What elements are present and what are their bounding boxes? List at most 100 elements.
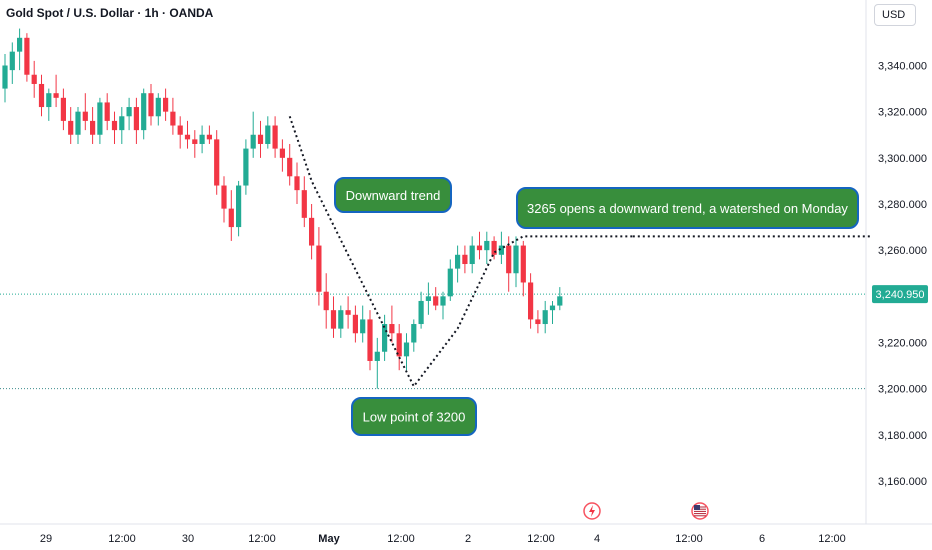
candle-body bbox=[97, 102, 103, 135]
event-marker-earnings-icon[interactable] bbox=[583, 502, 601, 520]
price-tick-label: 3,200.000 bbox=[878, 384, 927, 396]
candle-body bbox=[68, 120, 74, 135]
time-tick-label: 4 bbox=[594, 533, 600, 545]
candle-body bbox=[498, 245, 504, 255]
candle-body bbox=[338, 310, 344, 329]
candle-body bbox=[60, 97, 66, 121]
candle bbox=[60, 88, 66, 131]
candle-body bbox=[455, 254, 461, 269]
us-flag-icon[interactable] bbox=[691, 502, 709, 520]
candle-body bbox=[9, 51, 15, 71]
candle bbox=[287, 143, 293, 186]
candle-body bbox=[243, 148, 249, 186]
candle bbox=[177, 116, 183, 149]
candle bbox=[82, 93, 88, 131]
candle bbox=[236, 180, 242, 237]
candle-body bbox=[418, 300, 424, 325]
candle-body bbox=[476, 245, 483, 251]
candle bbox=[97, 97, 103, 144]
candle bbox=[75, 107, 81, 144]
candle-body bbox=[155, 97, 161, 117]
candle-body bbox=[31, 74, 37, 84]
candle bbox=[104, 93, 110, 131]
price-tick-label: 3,300.000 bbox=[878, 153, 927, 165]
price-tick-label: 3,320.000 bbox=[878, 107, 927, 119]
annotation-callout[interactable]: Downward trend bbox=[334, 177, 452, 213]
candle bbox=[163, 88, 169, 121]
candle-body bbox=[265, 125, 271, 144]
candle-body bbox=[520, 245, 526, 283]
candle bbox=[309, 204, 315, 260]
candle-body bbox=[469, 245, 475, 265]
candle-body bbox=[133, 107, 139, 131]
candle-body bbox=[535, 319, 541, 325]
candle bbox=[126, 97, 132, 131]
candle-body bbox=[126, 107, 132, 117]
candle-body bbox=[2, 65, 8, 89]
candle-body bbox=[250, 134, 256, 149]
candle-body bbox=[462, 254, 468, 265]
candle-body bbox=[104, 102, 110, 121]
candle-body bbox=[46, 93, 52, 108]
candle-body bbox=[148, 93, 154, 117]
candle bbox=[53, 74, 59, 108]
candle bbox=[111, 111, 118, 144]
candle-body bbox=[301, 190, 307, 218]
candle-body bbox=[177, 125, 183, 135]
candle bbox=[352, 305, 358, 343]
current-price-badge: 3,240.950 bbox=[872, 285, 928, 304]
time-tick-label: 6 bbox=[759, 533, 765, 545]
candle bbox=[455, 245, 461, 283]
candle bbox=[228, 190, 234, 241]
candle-body bbox=[447, 268, 453, 297]
candle bbox=[447, 259, 453, 301]
candle-body bbox=[484, 240, 490, 251]
candle bbox=[141, 88, 147, 140]
price-tick-label: 3,220.000 bbox=[878, 338, 927, 350]
candle bbox=[330, 296, 337, 338]
candle-body bbox=[272, 125, 278, 149]
candle-body bbox=[403, 342, 410, 357]
annotation-callout[interactable]: Low point of 3200 bbox=[351, 397, 477, 436]
currency-button[interactable]: USD bbox=[874, 4, 916, 26]
time-tick-label: 30 bbox=[182, 533, 194, 545]
candle bbox=[440, 291, 446, 320]
candle-body bbox=[257, 134, 264, 144]
candle bbox=[418, 291, 424, 329]
candle-body bbox=[236, 185, 242, 228]
candle bbox=[345, 296, 351, 329]
candle-body bbox=[557, 296, 563, 306]
candle-body bbox=[528, 282, 534, 320]
candle-body bbox=[221, 185, 227, 209]
candle bbox=[46, 88, 52, 121]
candle-body bbox=[287, 157, 293, 177]
candle-body bbox=[411, 324, 417, 343]
annotation-box bbox=[334, 177, 452, 213]
candle bbox=[90, 107, 96, 144]
candle bbox=[265, 116, 271, 149]
candle bbox=[389, 305, 395, 343]
price-tick-label: 3,340.000 bbox=[878, 61, 927, 73]
candle-body bbox=[374, 351, 380, 361]
candle-body bbox=[141, 93, 147, 131]
candle bbox=[367, 310, 373, 371]
candle-body bbox=[513, 245, 519, 274]
candle-body bbox=[352, 314, 358, 334]
candle-body bbox=[440, 296, 446, 306]
candle bbox=[31, 60, 37, 98]
candle bbox=[184, 120, 191, 149]
annotation-callout[interactable]: 3265 opens a downward trend, a watershed… bbox=[516, 187, 859, 229]
candle bbox=[38, 74, 45, 117]
candle bbox=[535, 310, 541, 334]
candle bbox=[133, 97, 139, 144]
candle bbox=[433, 287, 439, 311]
candle bbox=[243, 139, 249, 195]
candle bbox=[170, 97, 176, 135]
candle bbox=[250, 111, 256, 158]
candle bbox=[316, 227, 322, 306]
candle bbox=[520, 240, 526, 297]
candle bbox=[506, 236, 512, 292]
current-price-badge-bg bbox=[872, 285, 928, 304]
candle bbox=[374, 337, 380, 389]
